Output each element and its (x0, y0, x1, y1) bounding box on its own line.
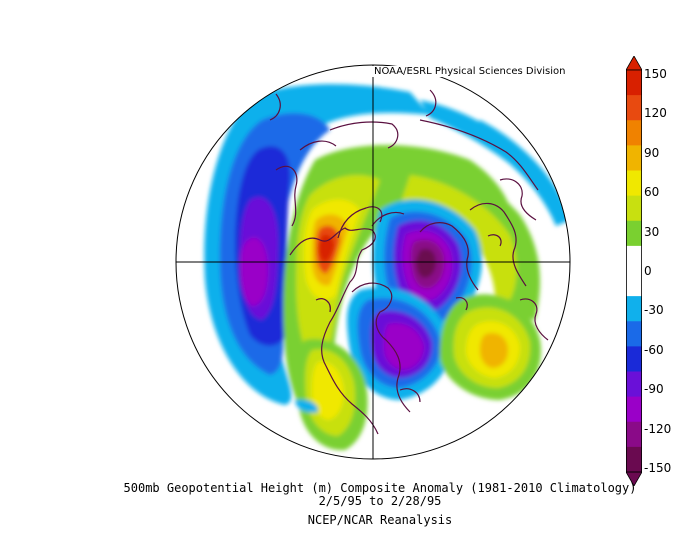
colorbar-swatch (626, 346, 642, 372)
caption-dates: 2/5/95 to 2/28/95 (318, 494, 442, 508)
colorbar-swatch (626, 446, 642, 473)
colorbar-swatch (626, 120, 642, 146)
anomaly-siberia-negative (295, 120, 570, 413)
colorbar-swatch (626, 195, 642, 222)
colorbar (626, 56, 642, 486)
colorbar-swatch (626, 321, 642, 347)
graticule (176, 65, 570, 459)
colorbar-swatch (626, 145, 642, 171)
colorbar-tick-label: 120 (644, 106, 667, 121)
colorbar-swatch (626, 245, 642, 272)
colorbar-tick-label: -90 (644, 382, 664, 397)
caption-source: NCEP/NCAR Reanalysis (307, 513, 453, 527)
colorbar-swatch (626, 220, 642, 247)
anomaly-gulf-ridge (296, 339, 368, 451)
colorbar-tick-label: -60 (644, 342, 664, 357)
anomaly-pacific-trough (204, 84, 545, 405)
colorbar-swatch (626, 95, 642, 121)
credit-label: NOAA/ESRL Physical Sciences Division (372, 66, 568, 77)
colorbar-tick-label: -150 (644, 461, 672, 475)
colorbar-swatch (626, 271, 642, 297)
caption-title: 500mb Geopotential Height (m) Composite … (123, 481, 637, 495)
colorbar-tick-label: 30 (644, 224, 660, 239)
colorbar-swatch (626, 396, 642, 423)
map-outline (175, 64, 571, 460)
colorbar-tick-label: -120 (644, 421, 672, 436)
colorbar-tick-label: 60 (644, 185, 660, 200)
colorbar-swatch (626, 296, 642, 322)
colorbar-swatch (626, 70, 642, 96)
colorbar-tick-label: -30 (644, 303, 664, 318)
colorbar-tick-label: 150 (644, 67, 667, 81)
colorbar-max-arrow (626, 56, 642, 71)
colorbar-swatch (626, 371, 642, 398)
anomaly-atlantic-ridge (439, 294, 541, 400)
colorbar-tick-label: 0 (644, 264, 652, 278)
colorbar-swatch (626, 421, 642, 448)
colorbar-tick-label: 90 (644, 145, 660, 160)
colorbar-swatch (626, 170, 642, 197)
